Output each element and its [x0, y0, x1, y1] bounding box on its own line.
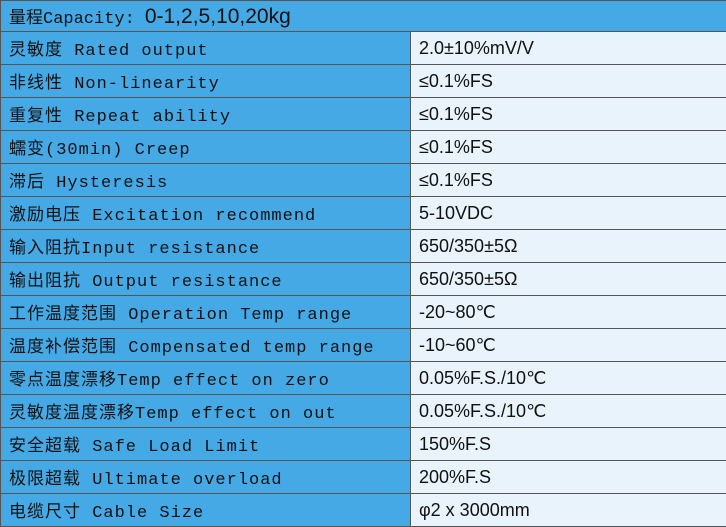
spec-row: 重复性 Repeat ability ≤0.1%FS — [0, 97, 726, 131]
spec-name: 输出阻抗 Output resistance — [0, 262, 411, 296]
spec-name: 零点温度漂移Temp effect on zero — [0, 361, 411, 395]
spec-row: 灵敏度温度漂移Temp effect on out 0.05%F.S./10℃ — [0, 394, 726, 428]
spec-value: φ2 x 3000mm — [410, 493, 726, 527]
header-row: 量程Capacity: 0-1,2,5,10,20kg — [0, 0, 726, 32]
spec-row: 输出阻抗 Output resistance 650/350±5Ω — [0, 262, 726, 296]
spec-value: 2.0±10%mV/V — [410, 31, 726, 65]
header-value: 0-1,2,5,10,20kg — [144, 5, 291, 28]
spec-value: ≤0.1%FS — [410, 64, 726, 98]
spec-name: 重复性 Repeat ability — [0, 97, 411, 131]
spec-value: 0.05%F.S./10℃ — [410, 361, 726, 395]
spec-value: -10~60℃ — [410, 328, 726, 362]
spec-row: 零点温度漂移Temp effect on zero 0.05%F.S./10℃ — [0, 361, 726, 395]
spec-value: 5-10VDC — [410, 196, 726, 230]
spec-name: 电缆尺寸 Cable Size — [0, 493, 411, 527]
spec-row: 灵敏度 Rated output 2.0±10%mV/V — [0, 31, 726, 65]
spec-name: 输入阻抗Input resistance — [0, 229, 411, 263]
spec-name: 非线性 Non-linearity — [0, 64, 411, 98]
spec-name: 蠕变(30min) Creep — [0, 130, 411, 164]
spec-row: 蠕变(30min) Creep ≤0.1%FS — [0, 130, 726, 164]
spec-name: 工作温度范围 Operation Temp range — [0, 295, 411, 329]
spec-row: 电缆尺寸 Cable Size φ2 x 3000mm — [0, 493, 726, 527]
spec-name: 极限超载 Ultimate overload — [0, 460, 411, 494]
spec-row: 极限超载 Ultimate overload 200%F.S — [0, 460, 726, 494]
spec-value: -20~80℃ — [410, 295, 726, 329]
spec-value: 650/350±5Ω — [410, 262, 726, 296]
spec-value: 650/350±5Ω — [410, 229, 726, 263]
spec-row: 滞后 Hysteresis ≤0.1%FS — [0, 163, 726, 197]
spec-name: 滞后 Hysteresis — [0, 163, 411, 197]
spec-value: ≤0.1%FS — [410, 163, 726, 197]
spec-value: ≤0.1%FS — [410, 130, 726, 164]
spec-name: 温度补偿范围 Compensated temp range — [0, 328, 411, 362]
spec-name: 安全超载 Safe Load Limit — [0, 427, 411, 461]
spec-row: 工作温度范围 Operation Temp range -20~80℃ — [0, 295, 726, 329]
spec-name: 灵敏度温度漂移Temp effect on out — [0, 394, 411, 428]
spec-row: 温度补偿范围 Compensated temp range -10~60℃ — [0, 328, 726, 362]
header-label: 量程Capacity: — [9, 10, 135, 29]
header-cell: 量程Capacity: 0-1,2,5,10,20kg — [0, 0, 726, 32]
spec-name: 激励电压 Excitation recommend — [0, 196, 411, 230]
spec-value: 200%F.S — [410, 460, 726, 494]
spec-row: 非线性 Non-linearity ≤0.1%FS — [0, 64, 726, 98]
spec-value: ≤0.1%FS — [410, 97, 726, 131]
spec-value: 150%F.S — [410, 427, 726, 461]
spec-row: 激励电压 Excitation recommend 5-10VDC — [0, 196, 726, 230]
spec-row: 输入阻抗Input resistance 650/350±5Ω — [0, 229, 726, 263]
spec-value: 0.05%F.S./10℃ — [410, 394, 726, 428]
spec-row: 安全超载 Safe Load Limit 150%F.S — [0, 427, 726, 461]
spec-name: 灵敏度 Rated output — [0, 31, 411, 65]
